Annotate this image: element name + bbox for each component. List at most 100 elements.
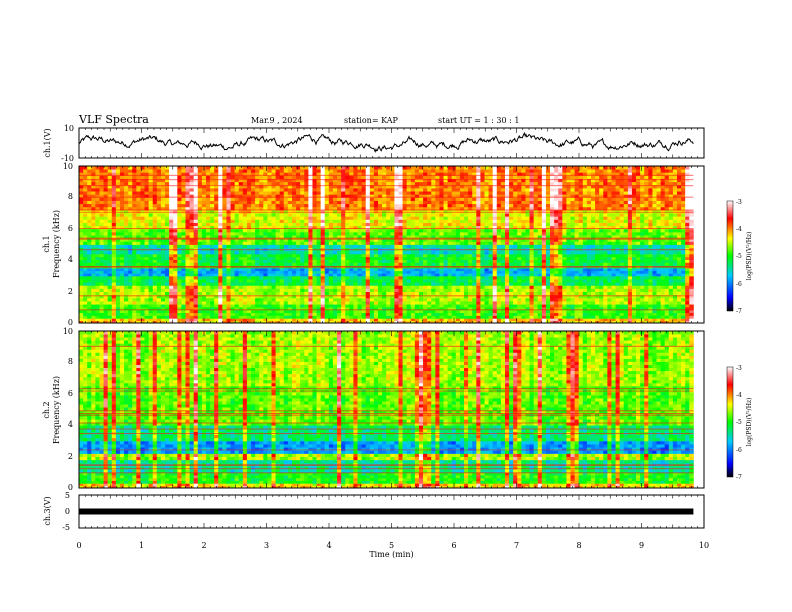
spectrogram-cell — [226, 294, 231, 299]
spectrogram-cell — [386, 306, 391, 311]
spectrogram-cell — [521, 309, 526, 314]
spectrogram-cell — [246, 304, 252, 308]
spectrogram-cell — [652, 259, 657, 263]
spectrogram-cell — [504, 320, 510, 324]
spectrogram-cell — [95, 262, 100, 266]
spectrogram-cell — [345, 250, 350, 255]
spectrogram-cell — [623, 262, 629, 266]
spectrogram-cell — [156, 275, 162, 280]
spectrogram-cell — [615, 241, 621, 245]
spectrogram-cell — [648, 268, 653, 272]
spectrogram-cell — [447, 253, 453, 258]
spectrogram-cell — [586, 320, 592, 324]
spectrogram-cell — [451, 259, 457, 263]
spectrogram-cell — [156, 238, 162, 242]
spectrogram-cell — [631, 259, 637, 263]
spectrogram-cell — [156, 228, 162, 233]
spectrogram-cell — [255, 312, 260, 316]
spectrogram-cell — [378, 238, 383, 242]
spectrogram-cell — [619, 273, 625, 277]
spectrogram-cell — [107, 256, 113, 260]
spectrogram-cell — [320, 235, 326, 239]
spectrogram-cell — [640, 241, 645, 245]
spectrogram-cell — [378, 253, 383, 258]
spectrogram-cell — [230, 262, 236, 266]
spectrogram-cell — [382, 250, 387, 255]
spectrogram-cell — [664, 256, 670, 260]
spectrogram-cell — [193, 244, 199, 249]
spectrogram-cell — [496, 282, 502, 286]
spectrogram-cell — [619, 250, 625, 255]
spectrogram-cell — [431, 288, 436, 292]
spectrogram-cell — [599, 270, 604, 274]
spectrogram-cell — [451, 235, 457, 239]
spectrogram-cell — [103, 273, 109, 277]
spectrogram-cell — [513, 279, 518, 283]
spectrogram-cell — [316, 318, 322, 322]
spectrogram-cell — [615, 238, 621, 242]
spectrogram-cell — [484, 231, 489, 236]
spectrogram-cell — [640, 262, 645, 266]
spectrogram-cell — [353, 294, 358, 299]
spectrogram-cell — [304, 309, 309, 314]
spectrogram-cell — [607, 228, 612, 233]
spectrogram-cell — [341, 270, 346, 274]
spectrogram-cell — [353, 270, 358, 274]
spectrogram-cell — [300, 259, 305, 263]
spectrogram-cell — [603, 228, 608, 233]
spectrogram-cell — [296, 285, 301, 289]
spectrogram-cell — [599, 250, 604, 255]
spectrogram-cell — [447, 312, 453, 316]
spectrogram-cell — [455, 309, 461, 314]
spectrogram-cell — [648, 275, 653, 280]
spectrogram-cell — [332, 256, 338, 260]
spectrogram-cell — [496, 273, 502, 277]
spectrogram-cell — [550, 262, 555, 266]
spectrogram-cell — [537, 282, 543, 286]
spectrogram-cell — [246, 259, 252, 263]
spectrogram-cell — [353, 279, 358, 283]
spectrogram-cell — [435, 282, 440, 286]
spectrogram-cell — [337, 235, 342, 239]
spectrogram-cell — [504, 304, 510, 308]
spectrogram-cell — [259, 318, 264, 322]
spectrogram-cell — [480, 238, 485, 242]
spectrogram-cell — [140, 312, 145, 316]
spectrogram-cell — [537, 231, 543, 236]
spectrogram-cell — [603, 273, 608, 277]
spectrogram-cell — [599, 256, 604, 260]
spectrogram-cell — [480, 315, 485, 319]
spectrogram-cell — [406, 244, 412, 249]
spectrogram-cell — [607, 253, 612, 258]
spectrogram-cell — [386, 318, 391, 322]
spectrogram-cell — [144, 318, 150, 322]
spectrogram-cell — [439, 279, 444, 283]
spectrogram-cell — [521, 294, 526, 299]
spectrogram-cell — [500, 312, 506, 316]
spectrogram-cell — [353, 275, 358, 280]
spectrogram-cell — [103, 279, 109, 283]
spectrogram-cell — [533, 262, 539, 266]
spectrogram-cell — [349, 291, 354, 296]
spectrogram-cell — [603, 250, 608, 255]
spectrogram-cell — [304, 285, 309, 289]
spectrogram-cell — [226, 312, 231, 316]
spectrogram-cell — [148, 256, 154, 260]
spectrogram-cell — [255, 309, 260, 314]
spectrogram-cell — [545, 244, 551, 249]
spectrogram-cell — [156, 304, 162, 308]
spectrogram-cell — [537, 291, 543, 296]
spectrogram-cell — [455, 320, 461, 324]
spectrogram-cell — [472, 306, 477, 311]
spectrogram-cell — [242, 270, 248, 274]
spectrogram-cell — [124, 291, 129, 296]
spectrogram-cell — [91, 282, 96, 286]
spectrogram-cell — [308, 256, 313, 260]
spectrogram-cell — [140, 297, 145, 302]
spectrogram-cell — [541, 279, 547, 283]
spectrogram-cell — [656, 270, 662, 274]
spectrogram-cell — [230, 294, 236, 299]
spectrogram-cell — [226, 288, 231, 292]
spectrogram-cell — [267, 244, 272, 249]
spectrogram-cell — [623, 315, 629, 319]
